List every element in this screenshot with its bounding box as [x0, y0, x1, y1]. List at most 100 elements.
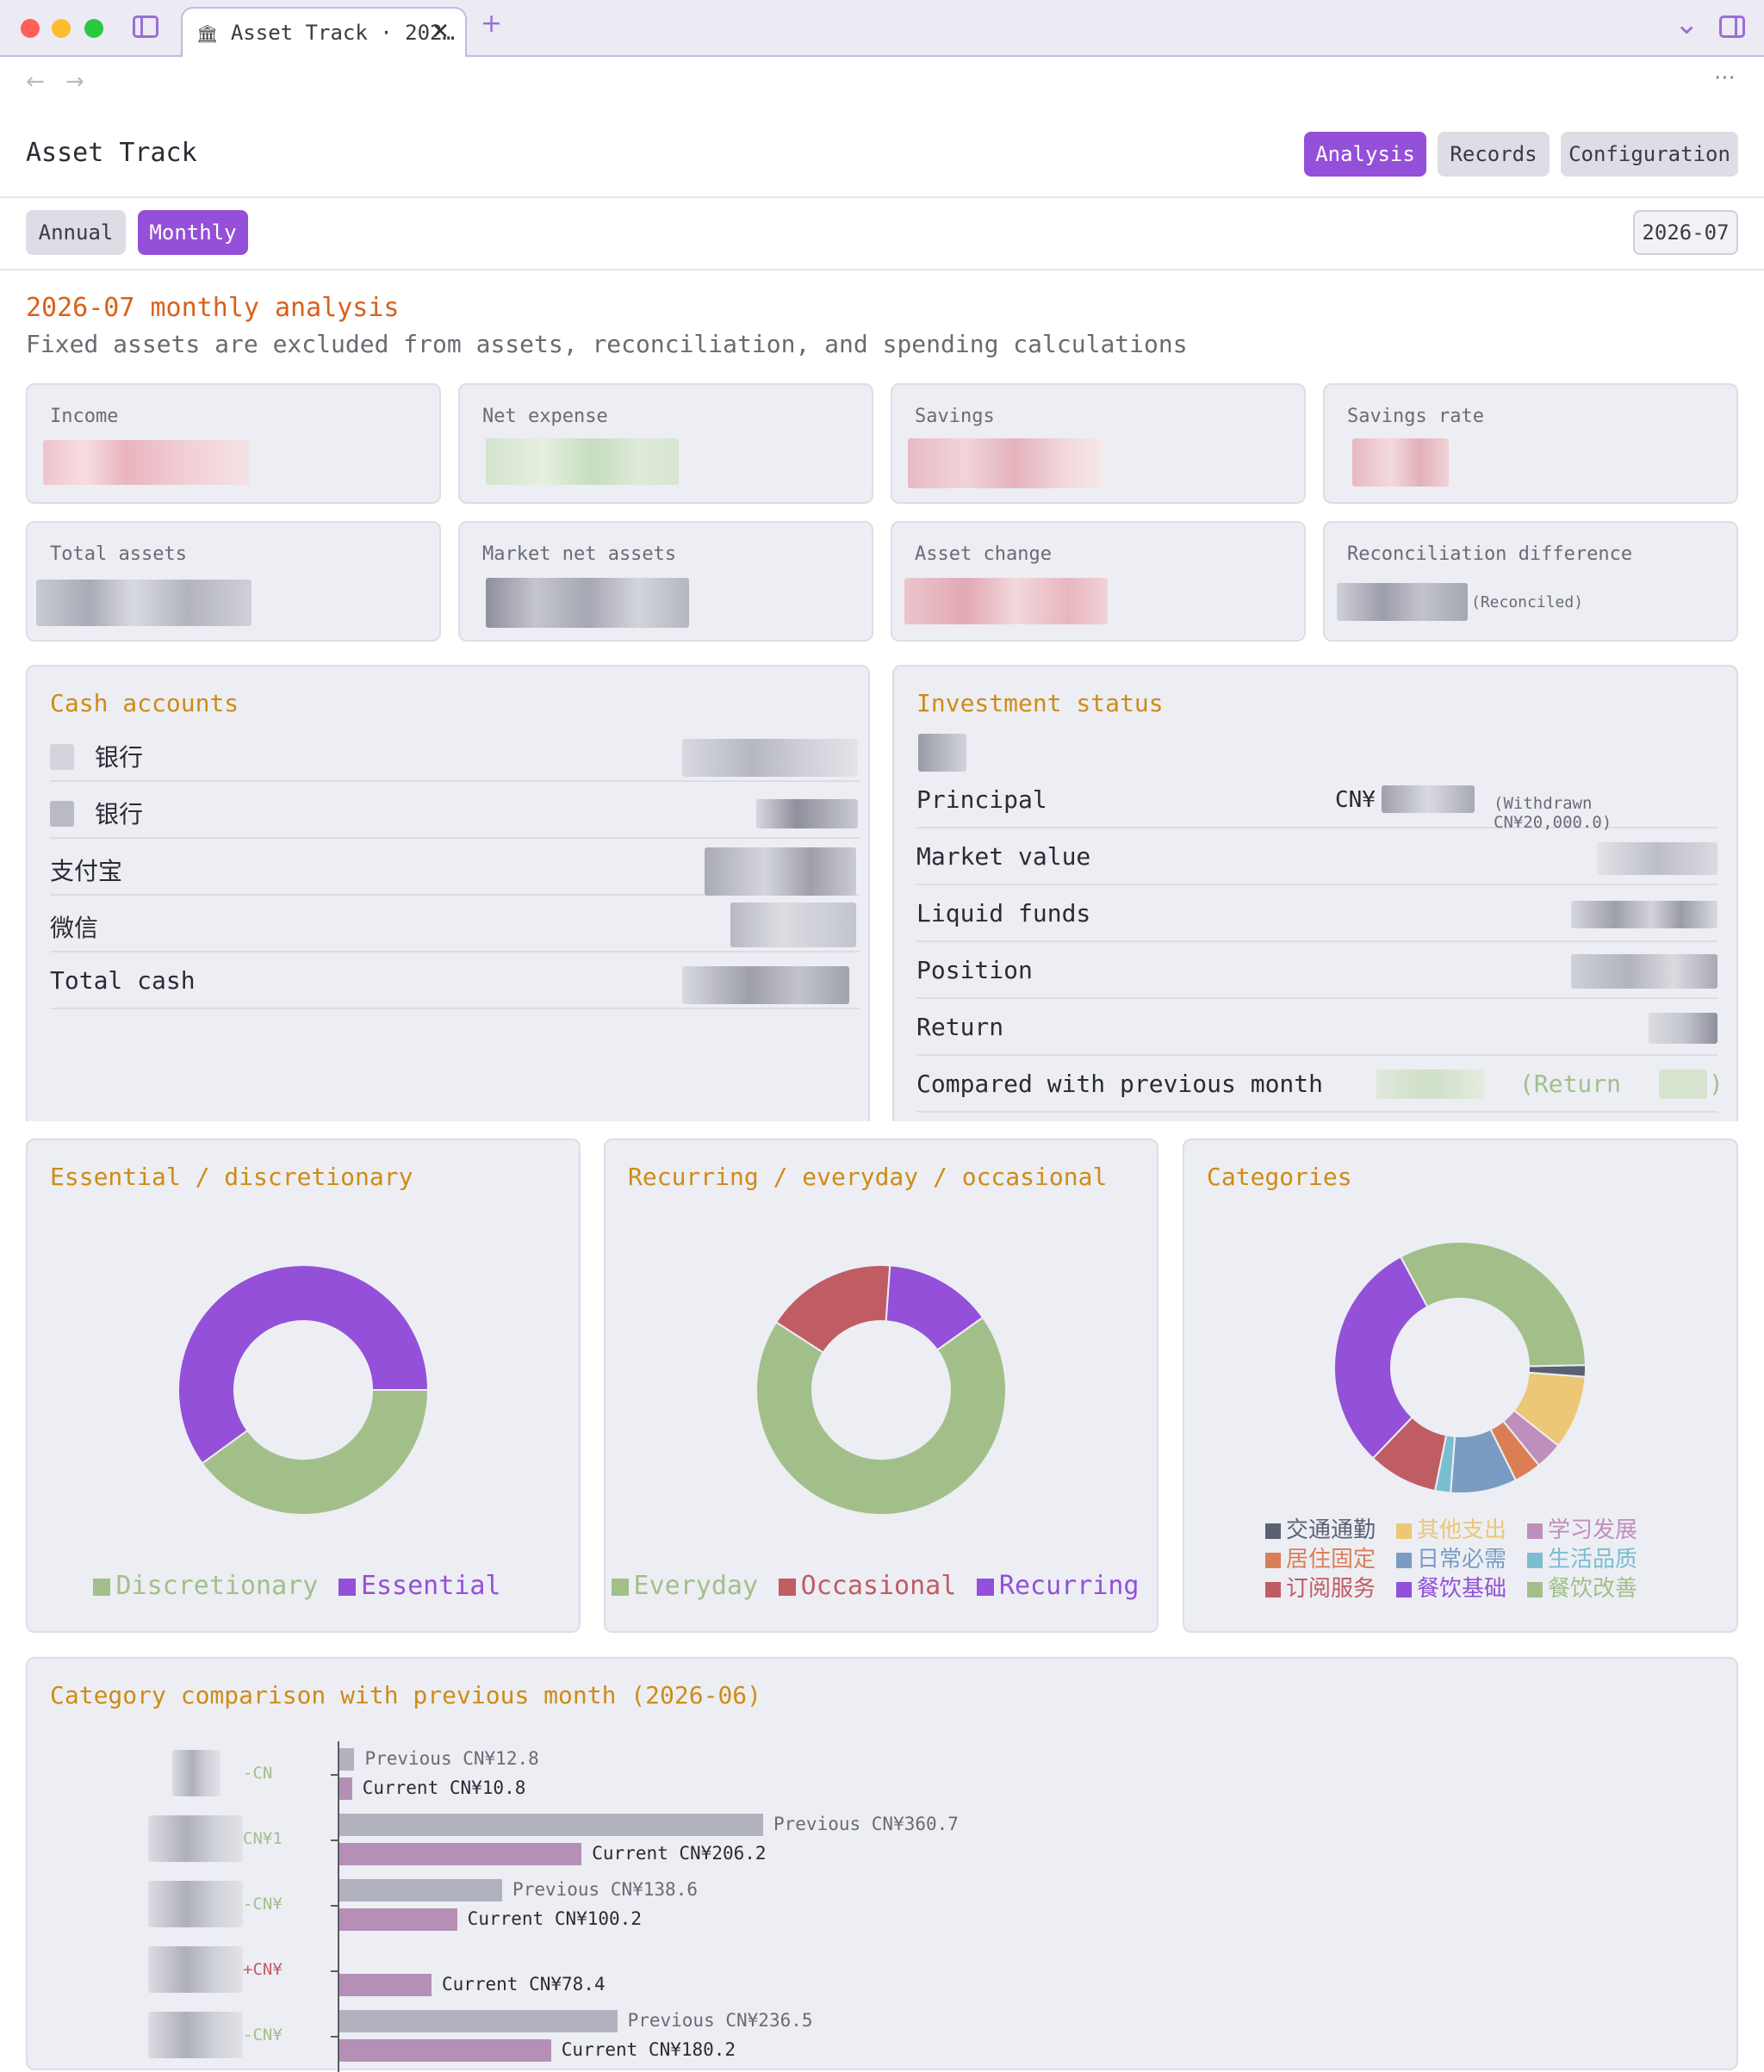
investment-account-redacted [918, 734, 966, 772]
legend-label: 生活品质 [1548, 1547, 1638, 1573]
close-window-button[interactable] [21, 19, 40, 38]
analysis-tab-button[interactable]: Analysis [1304, 132, 1426, 177]
legend-item-daily[interactable]: 日常必需 [1396, 1542, 1506, 1573]
legend-swatch [976, 1578, 994, 1596]
bank-name-redacted [50, 744, 74, 770]
legend-item-discretionary[interactable]: Discretionary [93, 1571, 318, 1601]
category-name-redacted [148, 1881, 243, 1927]
current-bar[interactable] [339, 1777, 352, 1800]
sidebar-toggle-icon[interactable] [133, 16, 158, 38]
current-bar[interactable] [339, 1974, 432, 1996]
legend-item-dining-basic[interactable]: 餐饮基础 [1396, 1571, 1506, 1603]
cash-total-redacted [682, 966, 849, 1004]
compared-value-redacted [1376, 1070, 1485, 1099]
essential-discretionary-donut [177, 1264, 430, 1516]
position-redacted [1571, 954, 1717, 989]
monthly-button[interactable]: Monthly [138, 210, 248, 255]
forward-arrow-icon[interactable]: → [65, 69, 84, 95]
donut-slice[interactable] [1399, 1241, 1587, 1368]
new-tab-icon[interactable]: + [481, 9, 503, 39]
previous-bar[interactable] [339, 1879, 503, 1901]
donut-slice[interactable] [201, 1389, 430, 1516]
legend-item-housing[interactable]: 居住固定 [1265, 1542, 1376, 1573]
market-net-assets-card: Market net assets [458, 521, 873, 642]
legend-label: Occasional [800, 1571, 957, 1601]
legend-label: Essential [360, 1571, 501, 1601]
maximize-window-button[interactable] [84, 19, 103, 38]
split-view-icon[interactable] [1719, 16, 1745, 38]
legend-item-transport[interactable]: 交通通勤 [1265, 1512, 1376, 1544]
previous-bar-label: Previous CN¥360.7 [773, 1814, 959, 1834]
toolbar-divider [0, 269, 1764, 270]
category-comparison-title: Category comparison with previous month … [50, 1681, 762, 1709]
categories-title: Categories [1207, 1163, 1352, 1191]
back-arrow-icon[interactable]: ← [26, 69, 45, 95]
legend-item-learning[interactable]: 学习发展 [1527, 1512, 1637, 1544]
configuration-tab-button[interactable]: Configuration [1561, 132, 1738, 177]
current-bar[interactable] [339, 1843, 582, 1865]
legend-label: 居住固定 [1286, 1547, 1376, 1573]
return-redacted [1649, 1013, 1717, 1044]
current-bar[interactable] [339, 2039, 551, 2062]
reconciliation-value-redacted [1337, 583, 1468, 621]
bar-axis-tick [331, 1970, 338, 1972]
legend-item-occasional[interactable]: Occasional [778, 1571, 957, 1601]
recurring-title: Recurring / everyday / occasional [628, 1163, 1108, 1191]
previous-bar[interactable] [339, 1748, 355, 1771]
compared-return-close: ) [1709, 1070, 1724, 1098]
legend-item-everyday[interactable]: Everyday [611, 1571, 758, 1601]
cash-row-label: 支付宝 [50, 857, 123, 885]
current-bar-label: Current CN¥206.2 [592, 1843, 767, 1864]
bar-diff-label: +CN¥ [243, 1960, 283, 1979]
previous-bar[interactable] [339, 2010, 618, 2032]
donut-slice[interactable] [1333, 1255, 1429, 1460]
asset-change-card: Asset change [891, 521, 1306, 642]
cash-value-redacted [705, 847, 856, 896]
legend-item-other[interactable]: 其他支出 [1396, 1512, 1506, 1544]
legend-item-subscriptions[interactable]: 订阅服务 [1265, 1571, 1376, 1603]
records-tab-button[interactable]: Records [1438, 132, 1550, 177]
liquid-funds-redacted [1571, 901, 1717, 928]
donut-slice[interactable] [755, 1316, 1007, 1516]
compared-return-redacted [1659, 1070, 1707, 1099]
previous-bar-label: Previous CN¥236.5 [627, 2010, 813, 2031]
bar-diff-label: -CN¥ [243, 2025, 283, 2044]
legend-label: 交通通勤 [1286, 1517, 1376, 1543]
essential-discretionary-legend: Discretionary Essential [28, 1571, 579, 1601]
bar-axis-tick [331, 1839, 338, 1841]
annual-button[interactable]: Annual [26, 210, 126, 255]
chevron-down-icon[interactable]: ⌄ [1674, 7, 1699, 41]
principal-currency: CN¥ [1335, 787, 1376, 813]
current-bar[interactable] [339, 1908, 457, 1931]
previous-bar[interactable] [339, 1814, 763, 1836]
legend-item-essential[interactable]: Essential [338, 1571, 501, 1601]
legend-item-quality[interactable]: 生活品质 [1527, 1542, 1637, 1573]
close-tab-icon[interactable]: ✕ [431, 19, 450, 45]
month-picker[interactable]: 2026-07 [1633, 210, 1738, 255]
legend-swatch [338, 1578, 356, 1596]
liquid-funds-label: Liquid funds [916, 899, 1091, 927]
browser-tab[interactable]: 🏛 Asset Track · 202… ✕ [181, 7, 467, 57]
more-icon[interactable]: ··· [1714, 65, 1736, 91]
legend-item-recurring[interactable]: Recurring [976, 1571, 1139, 1601]
market-value-redacted [1597, 842, 1717, 875]
legend-label: 其他支出 [1417, 1517, 1507, 1543]
cash-row-label: 银行 [95, 743, 144, 772]
donut-slice[interactable] [885, 1264, 984, 1351]
previous-bar-label: Previous CN¥138.6 [512, 1879, 698, 1900]
net-expense-value-redacted [486, 438, 679, 485]
legend-item-dining-upgrade[interactable]: 餐饮改善 [1527, 1571, 1637, 1603]
minimize-window-button[interactable] [52, 19, 71, 38]
legend-label: 日常必需 [1417, 1547, 1507, 1573]
net-expense-card: Net expense [458, 383, 873, 504]
donut-slice[interactable] [177, 1264, 430, 1465]
current-bar-label: Current CN¥78.4 [441, 1974, 606, 1994]
bar-diff-label: CN¥1 [243, 1829, 283, 1848]
savings-card: Savings [891, 383, 1306, 504]
market-net-assets-value-redacted [486, 578, 689, 628]
investment-title: Investment status [916, 689, 1164, 717]
investment-row: Liquid funds [916, 887, 1717, 942]
recurring-panel: Recurring / everyday / occasional Everyd… [604, 1138, 1158, 1633]
investment-row: Compared with previous month (Return ) [916, 1058, 1724, 1113]
recurring-legend: Everyday Occasional Recurring [606, 1571, 1157, 1601]
